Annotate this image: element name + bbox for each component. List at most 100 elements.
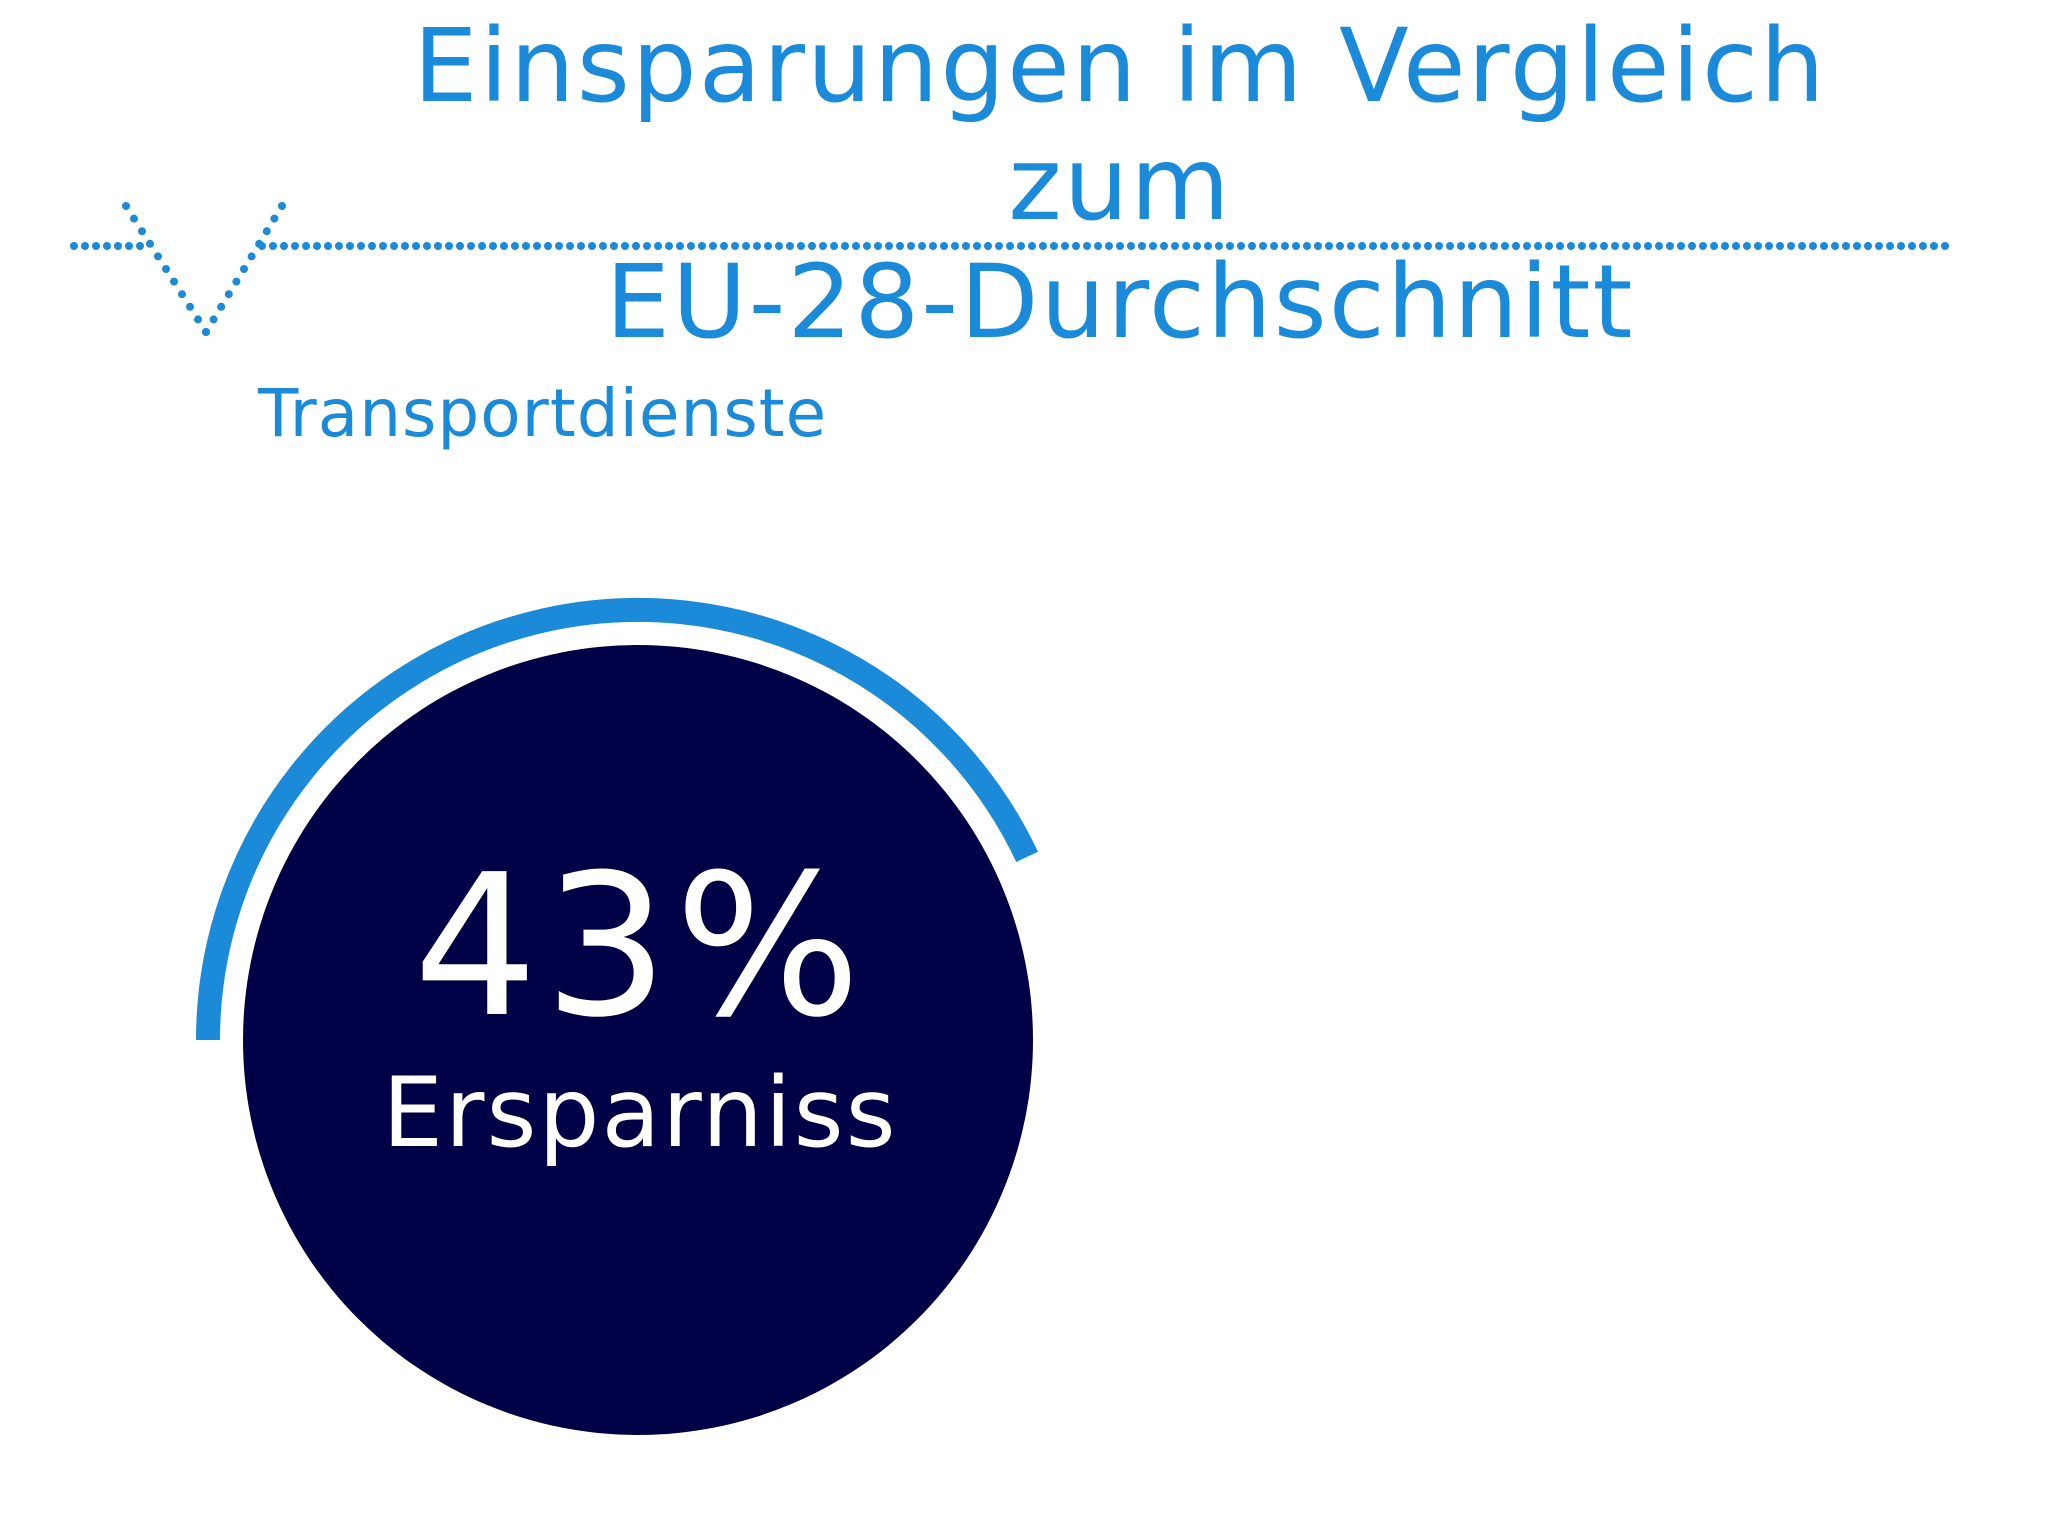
divider-dot — [122, 202, 130, 210]
divider-dot — [412, 242, 420, 250]
dotted-line-chevron-down-icon — [70, 202, 1949, 336]
divider-dot — [753, 242, 761, 250]
divider-dot — [324, 242, 332, 250]
divider-dot — [1325, 242, 1333, 250]
divider-dot — [1270, 242, 1278, 250]
divider-dot — [357, 242, 365, 250]
divider-dot — [1237, 242, 1245, 250]
divider-dot — [830, 242, 838, 250]
divider-dot — [1864, 242, 1872, 250]
divider-dot — [335, 242, 343, 250]
divider-dot — [1644, 242, 1652, 250]
divider-dot — [240, 265, 248, 273]
divider-dot — [445, 242, 453, 250]
divider-dot — [1479, 242, 1487, 250]
divider-dot — [1941, 242, 1949, 250]
divider-dot — [1897, 242, 1905, 250]
divider-dot — [170, 277, 178, 286]
divider-dot — [262, 227, 271, 236]
divider-dot — [775, 242, 783, 250]
divider-dot — [1281, 242, 1289, 250]
divider-dot — [907, 242, 915, 250]
divider-dot — [1259, 242, 1267, 250]
divider-dot — [533, 242, 541, 250]
divider-dot — [209, 315, 218, 324]
divider-dot — [1094, 242, 1102, 250]
divider-dot — [1116, 242, 1124, 250]
divider-dot — [1732, 242, 1740, 250]
divider-dot — [269, 242, 277, 250]
divider-dot — [302, 242, 310, 250]
divider-dot — [1215, 242, 1223, 250]
divider-dot — [984, 242, 992, 250]
divider-dot — [217, 302, 226, 311]
divider-dot — [786, 242, 794, 250]
divider-dot — [698, 242, 706, 250]
divider-dot — [1160, 242, 1168, 250]
divider-dot — [162, 265, 170, 273]
divider-dot — [1050, 242, 1058, 250]
divider-dot — [742, 242, 750, 250]
divider-dot — [973, 242, 981, 250]
divider-dot — [1138, 242, 1146, 250]
divider-dot — [1930, 242, 1938, 250]
divider-dot — [962, 242, 970, 250]
divider-dot — [1908, 242, 1916, 250]
divider-dot — [1083, 242, 1091, 250]
divider-dot — [1688, 242, 1696, 250]
divider-dot — [1589, 242, 1597, 250]
divider-dot — [654, 242, 662, 250]
divider-dot — [841, 242, 849, 250]
divider-dot — [1611, 242, 1619, 250]
chart-title-line-1: Einsparungen im Vergleich zum — [413, 7, 1827, 244]
gauge-label: Ersparniss — [382, 1057, 898, 1169]
divider-dot — [764, 242, 772, 250]
divider-dot — [1314, 242, 1322, 250]
divider-dot — [401, 242, 409, 250]
divider-dot — [1809, 242, 1817, 250]
divider-dot — [1765, 242, 1773, 250]
divider-dot — [1534, 242, 1542, 250]
divider-dot — [709, 242, 717, 250]
divider-dot — [1512, 242, 1520, 250]
divider-dot — [1193, 242, 1201, 250]
gauge-arc — [196, 598, 1038, 1041]
divider-dot — [1842, 242, 1850, 250]
divider-dot — [1391, 242, 1399, 250]
divider-dot — [1523, 242, 1531, 250]
divider-dot — [1776, 242, 1784, 250]
divider-dot — [125, 242, 133, 250]
divider-dot — [929, 242, 937, 250]
divider-dot — [643, 242, 651, 250]
divider-dot — [522, 242, 530, 250]
divider-dot — [1886, 242, 1894, 250]
gauge-value: 43% — [413, 833, 867, 1061]
divider-dot — [896, 242, 904, 250]
divider-dot — [1567, 242, 1575, 250]
divider-dot — [81, 242, 89, 250]
divider-dot — [1468, 242, 1476, 250]
divider-dot — [1413, 242, 1421, 250]
divider-dot — [1457, 242, 1465, 250]
divider-dot — [1633, 242, 1641, 250]
divider-dot — [489, 242, 497, 250]
divider-dot — [1402, 242, 1410, 250]
divider-dot — [1303, 242, 1311, 250]
divider-dot — [1347, 242, 1355, 250]
divider-dot — [1490, 242, 1498, 250]
divider-dot — [995, 242, 1003, 250]
divider-dot — [194, 315, 202, 324]
divider-dot — [1380, 242, 1388, 250]
divider-dot — [1710, 242, 1718, 250]
divider-dot — [280, 242, 288, 250]
divider-dot — [610, 242, 618, 250]
divider-dot — [379, 242, 387, 250]
divider-dot — [665, 242, 673, 250]
divider-dot — [232, 277, 241, 286]
divider-dot — [1919, 242, 1927, 250]
divider-dot — [566, 242, 574, 250]
divider-dot — [1248, 242, 1256, 250]
divider-dot — [291, 242, 299, 250]
gauge-center-circle — [243, 645, 1033, 1435]
divider-dot — [423, 242, 431, 250]
